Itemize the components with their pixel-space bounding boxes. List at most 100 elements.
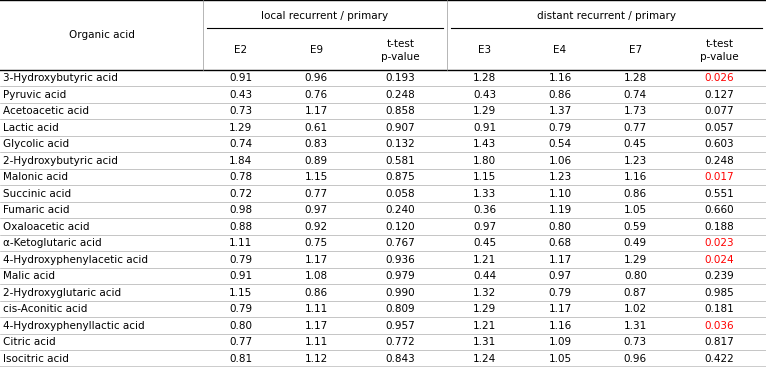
Text: Malic acid: Malic acid	[3, 271, 55, 281]
Text: E3: E3	[478, 46, 491, 55]
Text: 0.77: 0.77	[305, 189, 328, 199]
Text: 0.61: 0.61	[305, 123, 328, 132]
Text: 0.79: 0.79	[229, 255, 252, 265]
Text: 0.77: 0.77	[624, 123, 647, 132]
Text: 0.43: 0.43	[473, 90, 496, 99]
Text: 1.17: 1.17	[548, 255, 571, 265]
Text: 0.979: 0.979	[385, 271, 415, 281]
Text: 0.80: 0.80	[548, 222, 571, 232]
Text: 0.79: 0.79	[229, 304, 252, 314]
Text: 0.80: 0.80	[229, 321, 252, 331]
Text: 1.17: 1.17	[305, 255, 328, 265]
Text: 0.91: 0.91	[229, 271, 252, 281]
Text: 1.05: 1.05	[548, 354, 571, 364]
Text: 1.09: 1.09	[548, 337, 571, 347]
Text: 0.73: 0.73	[229, 106, 252, 116]
Text: 1.15: 1.15	[305, 172, 328, 182]
Text: 0.81: 0.81	[229, 354, 252, 364]
Text: 0.936: 0.936	[385, 255, 415, 265]
Text: 0.72: 0.72	[229, 189, 252, 199]
Text: 0.74: 0.74	[229, 139, 252, 149]
Text: 4-Hydroxyphenylacetic acid: 4-Hydroxyphenylacetic acid	[3, 255, 148, 265]
Text: 0.248: 0.248	[385, 90, 415, 99]
Text: 0.87: 0.87	[624, 288, 647, 298]
Text: 1.12: 1.12	[305, 354, 328, 364]
Text: 0.83: 0.83	[305, 139, 328, 149]
Text: 1.05: 1.05	[624, 205, 647, 215]
Text: local recurrent / primary: local recurrent / primary	[261, 11, 388, 21]
Text: 0.79: 0.79	[548, 288, 571, 298]
Text: 1.02: 1.02	[624, 304, 647, 314]
Text: 0.68: 0.68	[548, 238, 571, 248]
Text: 0.660: 0.660	[705, 205, 735, 215]
Text: Citric acid: Citric acid	[3, 337, 56, 347]
Text: 0.985: 0.985	[705, 288, 735, 298]
Text: 0.45: 0.45	[624, 139, 647, 149]
Text: 1.43: 1.43	[473, 139, 496, 149]
Text: E2: E2	[234, 46, 247, 55]
Text: 0.91: 0.91	[229, 73, 252, 83]
Text: 1.06: 1.06	[548, 156, 571, 166]
Text: 1.28: 1.28	[624, 73, 647, 83]
Text: 0.240: 0.240	[385, 205, 415, 215]
Text: 1.84: 1.84	[229, 156, 253, 166]
Text: 0.79: 0.79	[548, 123, 571, 132]
Text: 1.37: 1.37	[548, 106, 571, 116]
Text: 0.88: 0.88	[229, 222, 252, 232]
Text: 1.80: 1.80	[473, 156, 496, 166]
Text: 0.86: 0.86	[548, 90, 571, 99]
Text: 0.817: 0.817	[705, 337, 735, 347]
Text: 0.73: 0.73	[624, 337, 647, 347]
Text: Succinic acid: Succinic acid	[3, 189, 71, 199]
Text: 4-Hydroxyphenyllactic acid: 4-Hydroxyphenyllactic acid	[3, 321, 145, 331]
Text: 0.77: 0.77	[229, 337, 252, 347]
Text: 0.76: 0.76	[305, 90, 328, 99]
Text: 0.96: 0.96	[624, 354, 647, 364]
Text: 1.11: 1.11	[305, 337, 328, 347]
Text: 1.16: 1.16	[548, 73, 571, 83]
Text: 1.17: 1.17	[305, 106, 328, 116]
Text: 1.31: 1.31	[473, 337, 496, 347]
Text: 0.551: 0.551	[705, 189, 735, 199]
Text: 0.49: 0.49	[624, 238, 647, 248]
Text: 1.17: 1.17	[548, 304, 571, 314]
Text: t-test
p-value: t-test p-value	[700, 39, 739, 62]
Text: 0.120: 0.120	[385, 222, 415, 232]
Text: Acetoacetic acid: Acetoacetic acid	[3, 106, 89, 116]
Text: 0.97: 0.97	[305, 205, 328, 215]
Text: 0.077: 0.077	[705, 106, 735, 116]
Text: 0.98: 0.98	[229, 205, 252, 215]
Text: 0.767: 0.767	[385, 238, 415, 248]
Text: 1.29: 1.29	[229, 123, 253, 132]
Text: 0.89: 0.89	[305, 156, 328, 166]
Text: 1.29: 1.29	[473, 304, 496, 314]
Text: 0.026: 0.026	[705, 73, 735, 83]
Text: 1.73: 1.73	[624, 106, 647, 116]
Text: 2-Hydroxybutyric acid: 2-Hydroxybutyric acid	[3, 156, 118, 166]
Text: distant recurrent / primary: distant recurrent / primary	[537, 11, 676, 21]
Text: 0.858: 0.858	[385, 106, 415, 116]
Text: 0.248: 0.248	[705, 156, 735, 166]
Text: 0.772: 0.772	[385, 337, 415, 347]
Text: 0.058: 0.058	[385, 189, 415, 199]
Text: Pyruvic acid: Pyruvic acid	[3, 90, 67, 99]
Text: 1.28: 1.28	[473, 73, 496, 83]
Text: E4: E4	[553, 46, 567, 55]
Text: 0.188: 0.188	[705, 222, 735, 232]
Text: cis-Aconitic acid: cis-Aconitic acid	[3, 304, 87, 314]
Text: 1.15: 1.15	[229, 288, 253, 298]
Text: 0.422: 0.422	[705, 354, 735, 364]
Text: 1.19: 1.19	[548, 205, 571, 215]
Text: 0.96: 0.96	[305, 73, 328, 83]
Text: 0.843: 0.843	[385, 354, 415, 364]
Text: 1.33: 1.33	[473, 189, 496, 199]
Text: 0.44: 0.44	[473, 271, 496, 281]
Text: 1.24: 1.24	[473, 354, 496, 364]
Text: 1.32: 1.32	[473, 288, 496, 298]
Text: 1.17: 1.17	[305, 321, 328, 331]
Text: 0.91: 0.91	[473, 123, 496, 132]
Text: Fumaric acid: Fumaric acid	[3, 205, 70, 215]
Text: 0.809: 0.809	[385, 304, 415, 314]
Text: 0.907: 0.907	[385, 123, 415, 132]
Text: 0.581: 0.581	[385, 156, 415, 166]
